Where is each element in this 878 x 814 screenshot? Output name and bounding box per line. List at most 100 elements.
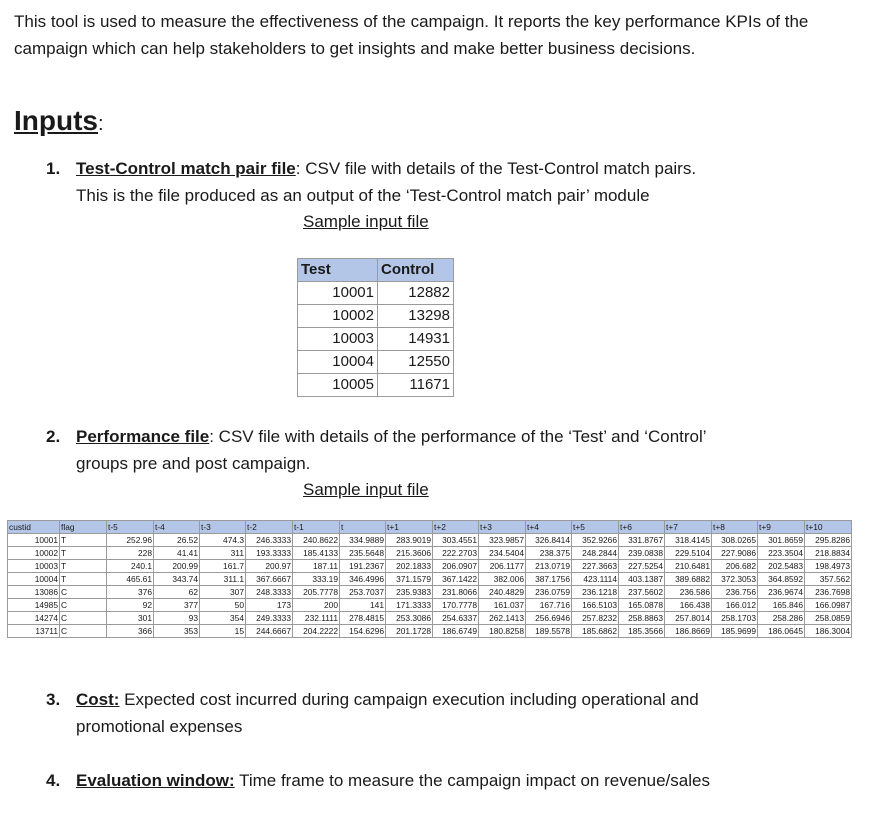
match-pair-table: Test Control 10001 12882 10002 13298 10003 14… xyxy=(297,258,454,397)
flag-cell: T xyxy=(59,572,107,586)
perf-value-cell: 165.0878 xyxy=(618,598,665,612)
custid-cell: 13086 xyxy=(7,585,60,599)
control-id-cell: 11671 xyxy=(377,373,454,397)
perf-header-cell: t-2 xyxy=(245,520,293,534)
perf-row: 10003 T 240.1 200.99 161.7 200.97 187.11 191.23… xyxy=(7,559,852,573)
perf-header-cell: t+9 xyxy=(757,520,805,534)
perf-value-cell: 253.7037 xyxy=(339,585,386,599)
perf-value-cell: 200 xyxy=(292,598,340,612)
match-pair-row: 10001 12882 xyxy=(297,281,454,305)
perf-value-cell: 236.0759 xyxy=(525,585,572,599)
match-pair-row: 10004 12550 xyxy=(297,350,454,374)
perf-value-cell: 171.3333 xyxy=(385,598,433,612)
perf-value-cell: 189.5578 xyxy=(525,624,572,638)
perf-header-cell: t-1 xyxy=(292,520,340,534)
input-item-4: 4. Evaluation window: Time frame to meas… xyxy=(46,767,846,794)
perf-header-cell: t xyxy=(339,520,386,534)
perf-value-cell: 185.9699 xyxy=(711,624,758,638)
control-id-cell: 14931 xyxy=(377,327,454,351)
perf-value-cell: 227.5254 xyxy=(618,559,665,573)
perf-value-cell: 311 xyxy=(199,546,246,560)
item-text: Expected cost incurred during campaign e… xyxy=(119,690,699,709)
perf-header-cell: t+7 xyxy=(664,520,712,534)
perf-header-cell: t+1 xyxy=(385,520,433,534)
perf-value-cell: 166.5103 xyxy=(571,598,619,612)
perf-value-cell: 234.5404 xyxy=(478,546,526,560)
input-item-3: 3. Cost: Expected cost incurred during c… xyxy=(46,686,846,740)
perf-value-cell: 154.6296 xyxy=(339,624,386,638)
perf-value-cell: 465.61 xyxy=(106,572,154,586)
match-pair-row: 10003 14931 xyxy=(297,327,454,351)
perf-value-cell: 166.0987 xyxy=(804,598,852,612)
match-pair-row: 10002 13298 xyxy=(297,304,454,328)
perf-value-cell: 236.586 xyxy=(664,585,712,599)
perf-header-cell: t-3 xyxy=(199,520,246,534)
perf-value-cell: 354 xyxy=(199,611,246,625)
item-text-line2: This is the file produced as an output o… xyxy=(76,186,650,205)
perf-value-cell: 295.8286 xyxy=(804,533,852,547)
perf-value-cell: 204.2222 xyxy=(292,624,340,638)
perf-row: 13086 C 376 62 307 248.3333 205.7778 253.7037 23… xyxy=(7,585,852,599)
perf-value-cell: 191.2367 xyxy=(339,559,386,573)
perf-value-cell: 206.682 xyxy=(711,559,758,573)
perf-value-cell: 248.2844 xyxy=(571,546,619,560)
perf-value-cell: 210.6481 xyxy=(664,559,712,573)
perf-value-cell: 303.4551 xyxy=(432,533,479,547)
perf-value-cell: 15 xyxy=(199,624,246,638)
perf-value-cell: 201.1728 xyxy=(385,624,433,638)
perf-value-cell: 238.375 xyxy=(525,546,572,560)
perf-value-cell: 236.7698 xyxy=(804,585,852,599)
perf-header-cell: t+5 xyxy=(571,520,619,534)
perf-value-cell: 318.4145 xyxy=(664,533,712,547)
custid-cell: 10003 xyxy=(7,559,60,573)
control-id-cell: 12550 xyxy=(377,350,454,374)
perf-value-cell: 240.8622 xyxy=(292,533,340,547)
perf-value-cell: 206.0907 xyxy=(432,559,479,573)
perf-value-cell: 228 xyxy=(106,546,154,560)
perf-value-cell: 423.1114 xyxy=(571,572,619,586)
perf-header-cell: t-4 xyxy=(153,520,200,534)
perf-value-cell: 161.037 xyxy=(478,598,526,612)
perf-value-cell: 258.286 xyxy=(757,611,805,625)
flag-cell: C xyxy=(59,598,107,612)
item-number: 2. xyxy=(46,427,61,446)
flag-cell: T xyxy=(59,533,107,547)
perf-value-cell: 26.52 xyxy=(153,533,200,547)
perf-value-cell: 254.6337 xyxy=(432,611,479,625)
flag-cell: C xyxy=(59,585,107,599)
test-id-cell: 10005 xyxy=(297,373,378,397)
flag-cell: T xyxy=(59,546,107,560)
inputs-heading-colon: : xyxy=(98,113,104,135)
item-text: : CSV file with details of the Test-Cont… xyxy=(295,159,697,178)
perf-header-cell: custid xyxy=(7,520,60,534)
intro-paragraph: This tool is used to measure the effecti… xyxy=(14,12,809,58)
control-id-cell: 12882 xyxy=(377,281,454,305)
custid-cell: 14985 xyxy=(7,598,60,612)
perf-value-cell: 311.1 xyxy=(199,572,246,586)
perf-value-cell: 323.9857 xyxy=(478,533,526,547)
perf-value-cell: 258.0859 xyxy=(804,611,852,625)
flag-cell: C xyxy=(59,611,107,625)
perf-value-cell: 141 xyxy=(339,598,386,612)
test-id-cell: 10004 xyxy=(297,350,378,374)
perf-value-cell: 167.716 xyxy=(525,598,572,612)
perf-value-cell: 382.006 xyxy=(478,572,526,586)
custid-cell: 10002 xyxy=(7,546,60,560)
test-id-cell: 10003 xyxy=(297,327,378,351)
perf-value-cell: 170.7778 xyxy=(432,598,479,612)
perf-value-cell: 246.3333 xyxy=(245,533,293,547)
perf-row: 14274 C 301 93 354 249.3333 232.1111 278.4815 25… xyxy=(7,611,852,625)
perf-value-cell: 227.3663 xyxy=(571,559,619,573)
item-keyword: Cost: xyxy=(76,690,120,709)
perf-value-cell: 186.6749 xyxy=(432,624,479,638)
perf-value-cell: 372.3053 xyxy=(711,572,758,586)
perf-value-cell: 223.3504 xyxy=(757,546,805,560)
perf-value-cell: 239.0838 xyxy=(618,546,665,560)
match-pair-header-row: Test Control xyxy=(297,258,454,282)
sample-input-caption-2: Sample input file xyxy=(303,480,429,499)
perf-value-cell: 331.8767 xyxy=(618,533,665,547)
test-id-cell: 10001 xyxy=(297,281,378,305)
perf-value-cell: 236.756 xyxy=(711,585,758,599)
perf-value-cell: 187.11 xyxy=(292,559,340,573)
perf-value-cell: 206.1177 xyxy=(478,559,526,573)
